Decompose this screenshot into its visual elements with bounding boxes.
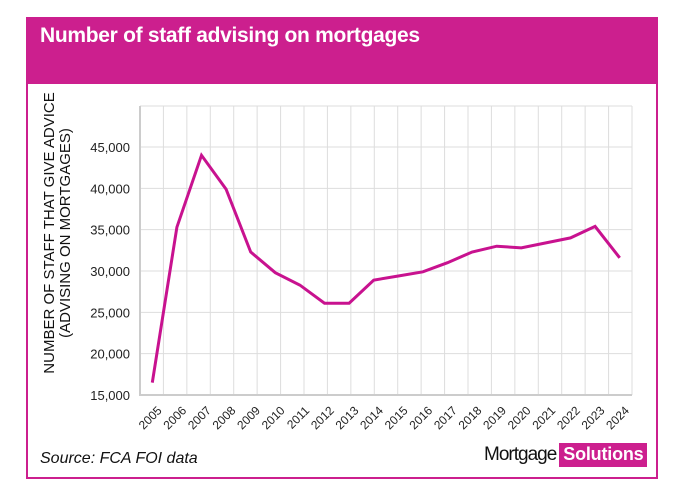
y-tick-label: 20,000 <box>90 347 130 362</box>
x-tick-labels: 2005200620072008200920102011201220132014… <box>136 403 632 432</box>
y-tick-label: 45,000 <box>90 140 130 155</box>
x-tick-label: 2015 <box>382 403 411 432</box>
header-banner: Number of staff advising on mortgages <box>28 19 656 84</box>
y-tick-label: 15,000 <box>90 388 130 403</box>
y-tick-label: 25,000 <box>90 305 130 320</box>
x-tick-label: 2010 <box>259 403 288 432</box>
source-note: Source: FCA FOI data <box>40 450 198 467</box>
x-tick-label: 2008 <box>210 403 239 432</box>
x-tick-label: 2009 <box>234 403 263 432</box>
x-tick-label: 2016 <box>406 403 435 432</box>
x-tick-label: 2018 <box>456 403 485 432</box>
x-tick-label: 2021 <box>529 403 558 432</box>
grid <box>140 105 633 395</box>
x-tick-label: 2014 <box>357 403 386 432</box>
mortgage-solutions-logo: Mortgage Solutions <box>484 443 648 467</box>
x-tick-label: 2011 <box>284 403 312 431</box>
x-tick-label: 2013 <box>333 403 362 432</box>
x-tick-label: 2006 <box>160 403 189 432</box>
x-tick-label: 2007 <box>185 403 214 432</box>
line-chart: 15,000 20,000 25,000 30,000 35,000 40,000 45,0… <box>41 92 633 432</box>
series-line <box>150 152 621 383</box>
x-tick-label: 2012 <box>308 403 337 432</box>
x-tick-label: 2024 <box>603 403 632 432</box>
x-tick-label: 2023 <box>579 403 608 432</box>
y-axis-title-line: (ADVISING ON MORTGAGES) <box>57 128 74 338</box>
y-axis-title-line: NUMBER OF STAFF THAT GIVE ADVICE <box>41 92 58 373</box>
chart-title: Number of staff advising on mortgages <box>40 24 420 47</box>
y-tick-label: 30,000 <box>90 264 130 279</box>
logo-text-solutions: Solutions <box>559 443 648 467</box>
y-axis-title: NUMBER OF STAFF THAT GIVE ADVICE (ADVISIN… <box>41 92 74 373</box>
axes <box>139 106 632 396</box>
x-tick-label: 2017 <box>431 403 460 432</box>
y-tick-labels: 15,000 20,000 25,000 30,000 35,000 40,000 45,0… <box>90 140 130 403</box>
chart-frame: Number of staff advising on mortgages 15… <box>26 17 658 479</box>
x-tick-label: 2022 <box>554 403 583 432</box>
y-tick-label: 40,000 <box>90 181 130 196</box>
x-tick-label: 2005 <box>136 403 165 432</box>
y-tick-label: 35,000 <box>90 223 130 238</box>
x-tick-label: 2020 <box>505 403 534 432</box>
x-tick-label: 2019 <box>480 403 509 432</box>
series-layer <box>150 152 621 383</box>
logo-text-mortgage: Mortgage <box>484 444 557 465</box>
